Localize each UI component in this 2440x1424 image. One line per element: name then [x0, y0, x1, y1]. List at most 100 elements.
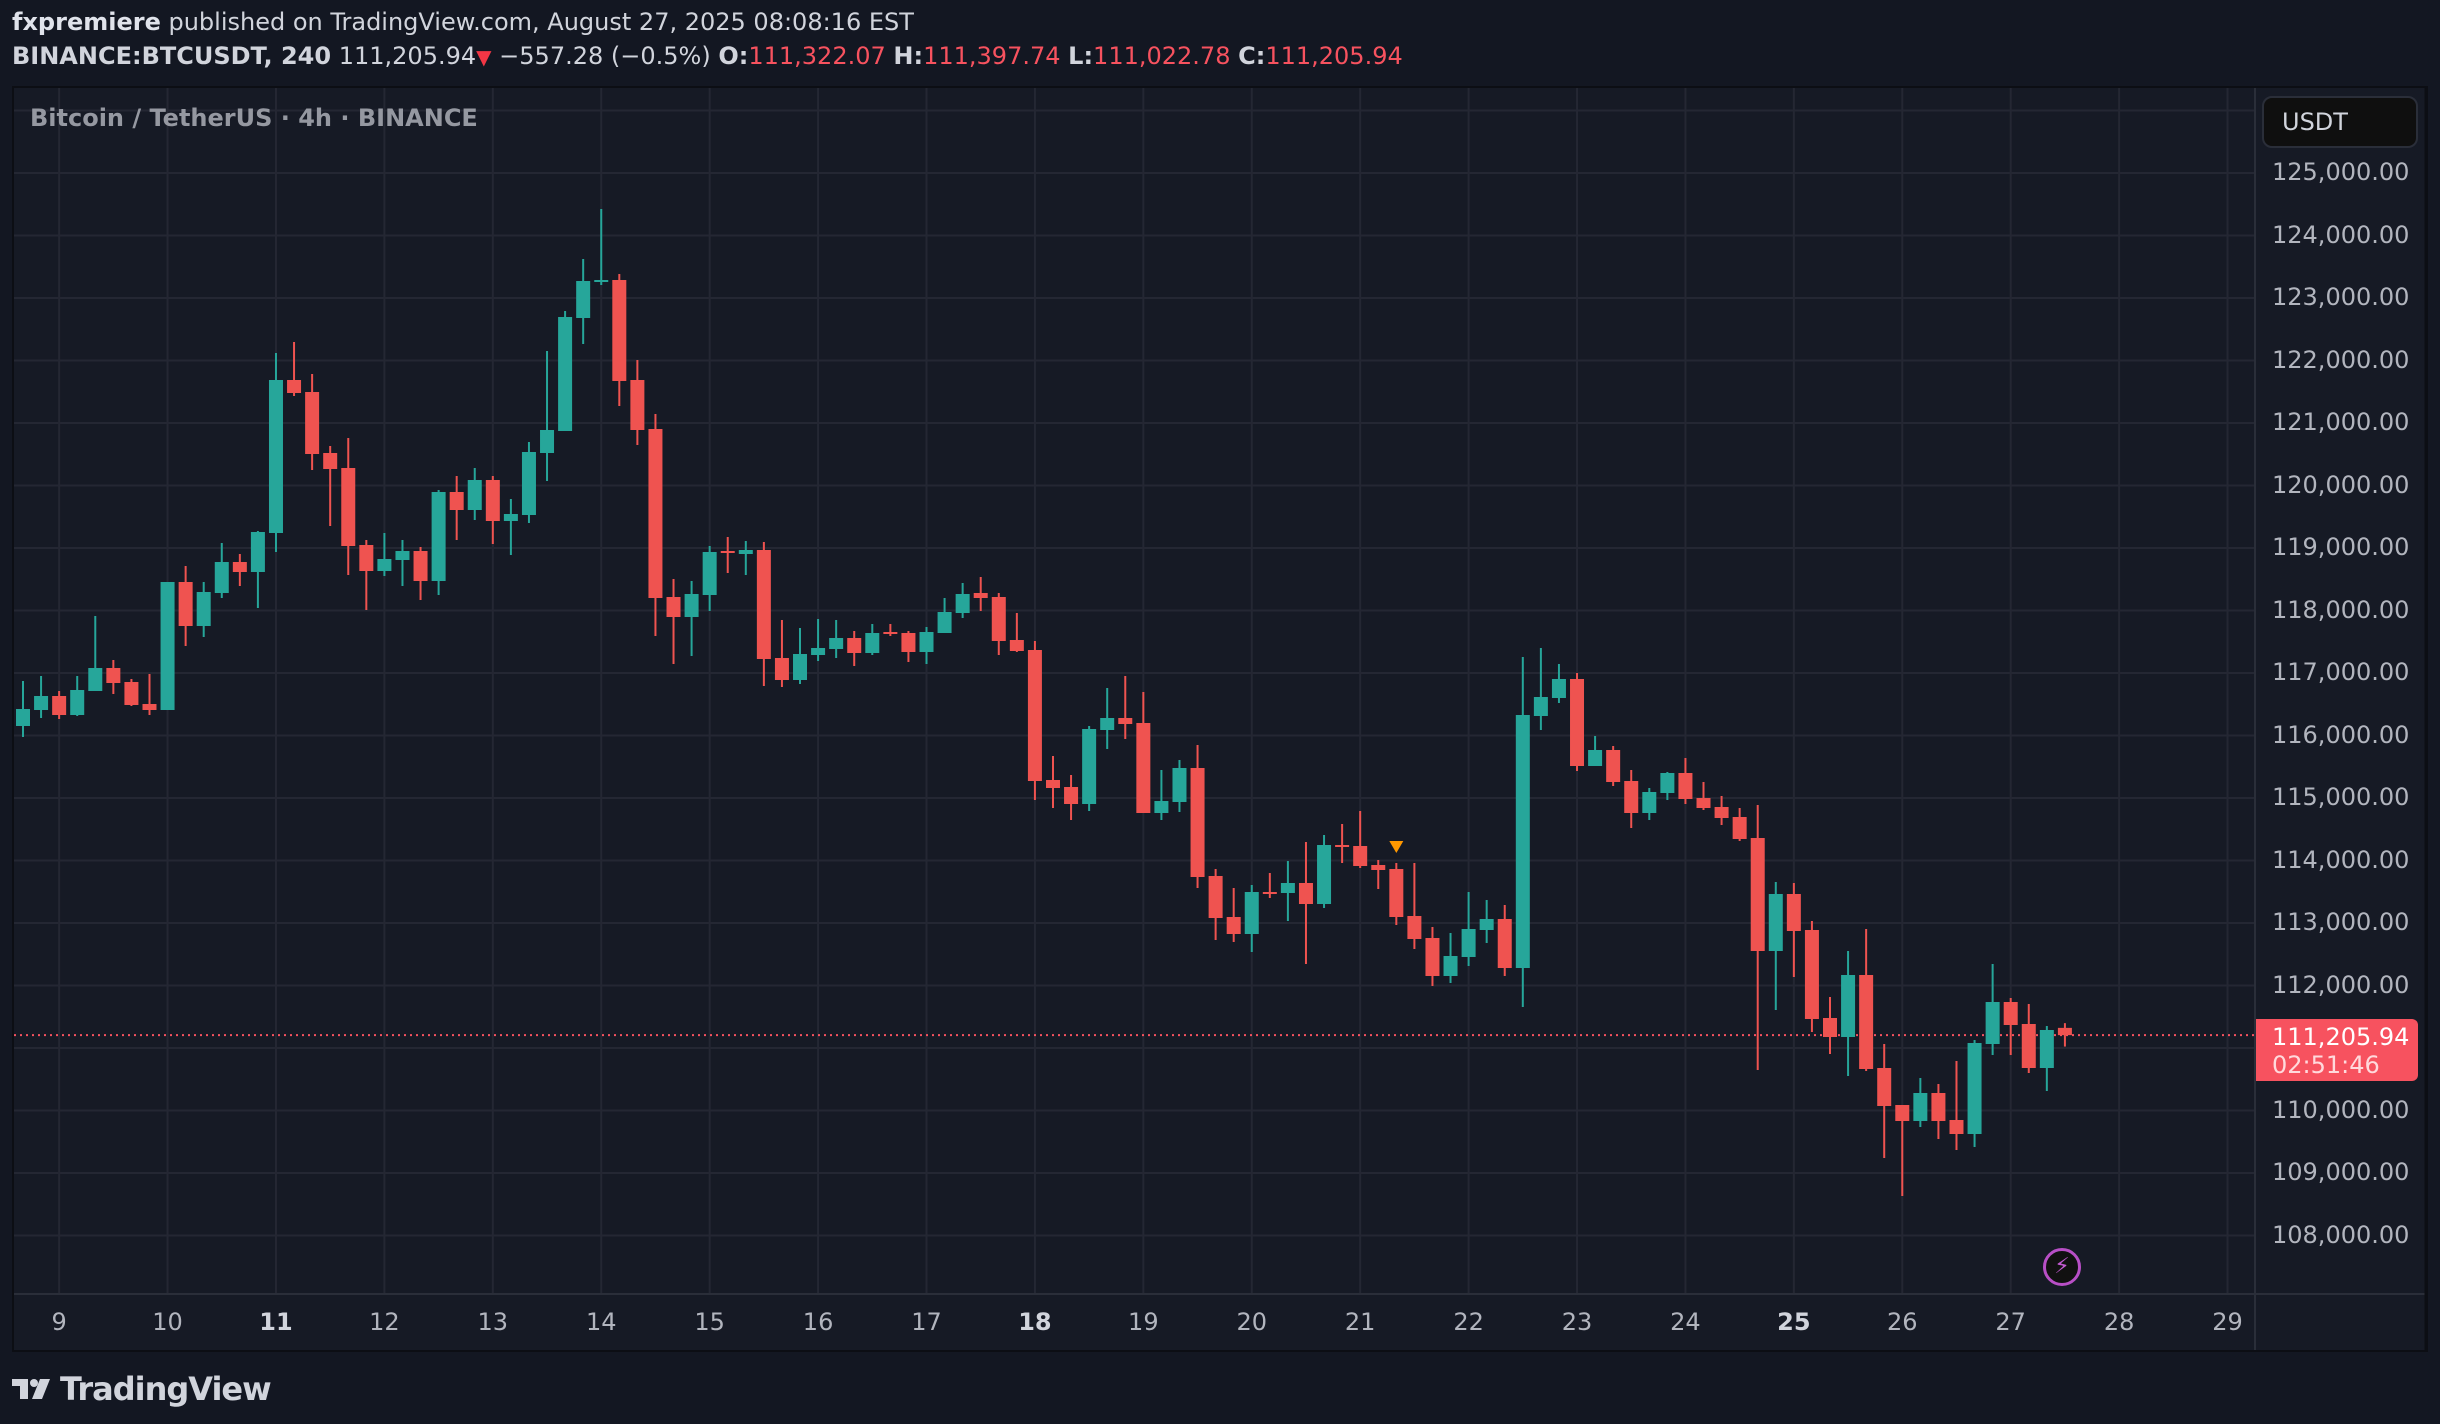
- candle[interactable]: [2003, 998, 2018, 1055]
- candle[interactable]: [341, 438, 356, 575]
- candle[interactable]: [1407, 863, 1422, 949]
- candle[interactable]: [52, 691, 67, 719]
- candle[interactable]: [1949, 1061, 1964, 1150]
- candle[interactable]: [196, 582, 211, 637]
- candle[interactable]: [1118, 676, 1133, 739]
- candle[interactable]: [431, 490, 446, 595]
- candle[interactable]: [1479, 900, 1494, 943]
- author-name[interactable]: fxpremiere: [12, 8, 161, 36]
- candle[interactable]: [1533, 648, 1548, 730]
- candle[interactable]: [214, 543, 229, 598]
- candle[interactable]: [1570, 673, 1585, 771]
- candle[interactable]: [1606, 746, 1621, 786]
- candle[interactable]: [1696, 782, 1711, 810]
- candle[interactable]: [919, 627, 934, 664]
- candle[interactable]: [558, 311, 573, 431]
- candle[interactable]: [630, 360, 645, 445]
- candle[interactable]: [395, 540, 410, 586]
- candle[interactable]: [413, 547, 428, 600]
- candle[interactable]: [1009, 613, 1024, 652]
- candle[interactable]: [1027, 641, 1042, 800]
- alert-marker-triangle-icon[interactable]: [1389, 841, 1404, 853]
- candle[interactable]: [485, 476, 500, 544]
- candle[interactable]: [1551, 664, 1566, 703]
- candle[interactable]: [1841, 951, 1856, 1076]
- candle[interactable]: [666, 579, 681, 664]
- candle[interactable]: [702, 546, 717, 611]
- candle[interactable]: [1226, 888, 1241, 942]
- candle[interactable]: [756, 542, 771, 686]
- candle[interactable]: [1660, 772, 1675, 800]
- candle[interactable]: [1154, 770, 1169, 820]
- candle[interactable]: [34, 676, 49, 718]
- candle[interactable]: [1642, 788, 1657, 820]
- candle[interactable]: [1588, 736, 1603, 766]
- candle[interactable]: [2021, 1004, 2036, 1073]
- candle[interactable]: [847, 631, 862, 666]
- candle[interactable]: [1298, 842, 1313, 964]
- candle[interactable]: [287, 342, 302, 396]
- candle[interactable]: [684, 581, 699, 656]
- candle[interactable]: [1877, 1044, 1892, 1158]
- candle[interactable]: [1732, 808, 1747, 841]
- candle[interactable]: [1317, 835, 1332, 908]
- candle[interactable]: [1280, 861, 1295, 921]
- candle[interactable]: [178, 566, 193, 646]
- candle[interactable]: [521, 442, 536, 523]
- candle[interactable]: [1190, 745, 1205, 888]
- candle[interactable]: [124, 679, 139, 706]
- candle[interactable]: [2057, 1023, 2072, 1047]
- candle[interactable]: [1714, 796, 1729, 825]
- candle[interactable]: [648, 414, 663, 636]
- candle[interactable]: [901, 631, 916, 662]
- candle[interactable]: [829, 620, 844, 658]
- candle[interactable]: [1208, 869, 1223, 940]
- candle[interactable]: [106, 660, 121, 694]
- candle[interactable]: [1136, 692, 1151, 813]
- candle[interactable]: [1064, 775, 1079, 820]
- candle[interactable]: [142, 674, 157, 715]
- candle[interactable]: [1172, 760, 1187, 812]
- candle[interactable]: [1353, 811, 1368, 868]
- candle[interactable]: [268, 353, 283, 552]
- candle[interactable]: [1262, 873, 1277, 898]
- candle[interactable]: [1895, 1105, 1910, 1196]
- candle[interactable]: [323, 446, 338, 526]
- candle[interactable]: [250, 531, 265, 608]
- candle[interactable]: [937, 598, 952, 633]
- candle[interactable]: [1443, 933, 1458, 983]
- candle[interactable]: [1100, 688, 1115, 749]
- candle[interactable]: [305, 374, 320, 470]
- candle[interactable]: [160, 582, 175, 710]
- candle[interactable]: [1389, 863, 1404, 925]
- candle[interactable]: [467, 468, 482, 520]
- chart-legend-title[interactable]: Bitcoin / TetherUS · 4h · BINANCE: [30, 104, 478, 132]
- candle[interactable]: [774, 620, 789, 687]
- candle[interactable]: [1461, 892, 1476, 966]
- candle[interactable]: [1931, 1084, 1946, 1139]
- candle[interactable]: [955, 583, 970, 618]
- candle[interactable]: [1750, 805, 1765, 1070]
- candle[interactable]: [540, 351, 555, 481]
- candle[interactable]: [1045, 756, 1060, 808]
- candle[interactable]: [1768, 882, 1783, 1010]
- candle[interactable]: [1859, 929, 1874, 1071]
- candle[interactable]: [1335, 824, 1350, 863]
- candle[interactable]: [720, 537, 735, 573]
- candle[interactable]: [1823, 997, 1837, 1054]
- candle[interactable]: [1804, 921, 1819, 1032]
- candle[interactable]: [16, 681, 30, 737]
- currency-button[interactable]: USDT: [2262, 96, 2418, 148]
- candle[interactable]: [1678, 758, 1693, 804]
- candle[interactable]: [973, 577, 988, 611]
- candle[interactable]: [1497, 905, 1512, 976]
- candle[interactable]: [70, 676, 85, 716]
- candle[interactable]: [1371, 860, 1386, 889]
- candle[interactable]: [232, 554, 247, 586]
- candle[interactable]: [1244, 885, 1259, 952]
- candle[interactable]: [811, 619, 826, 661]
- candle[interactable]: [612, 274, 627, 406]
- tradingview-logo[interactable]: TradingView: [12, 1370, 272, 1408]
- candle[interactable]: [1624, 770, 1639, 828]
